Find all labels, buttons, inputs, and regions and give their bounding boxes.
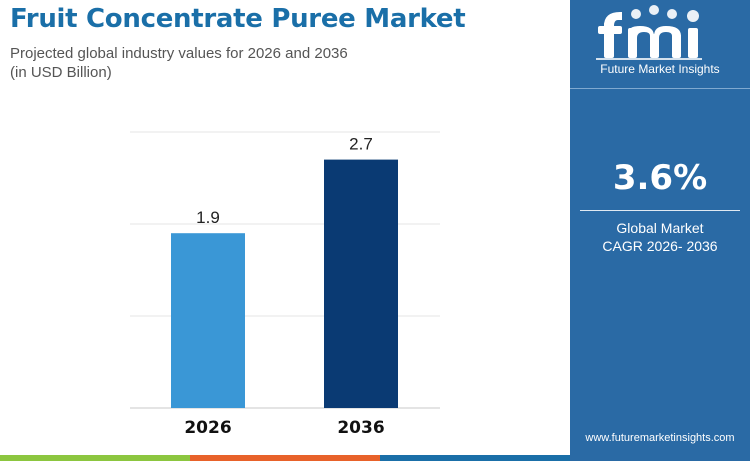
footer-bar-segment: [570, 455, 750, 461]
x-tick-label-2036: 2036: [337, 418, 384, 438]
cagr-label-line-2: CAGR 2026- 2036: [602, 238, 718, 254]
page-title: Fruit Concentrate Puree Market: [10, 4, 466, 34]
footer-bar-segment: [380, 455, 570, 461]
data-label-2036: 2.7: [349, 135, 373, 154]
logo-divider: [570, 88, 750, 89]
subtitle-line-2: (in USD Billion): [10, 64, 112, 81]
fmi-logo-icon: [596, 5, 702, 60]
logo-name: Future Market Insights: [600, 62, 720, 76]
footer-bar-segment: [190, 455, 380, 461]
page-subtitle: Projected global industry values for 202…: [10, 44, 348, 82]
fmi-logo: Future Market Insights: [570, 0, 750, 88]
subtitle-line-1: Projected global industry values for 202…: [10, 45, 348, 62]
cagr-label-line-1: Global Market: [616, 220, 704, 236]
website-link[interactable]: www.futuremarketinsights.com: [585, 432, 735, 444]
cagr-divider: [580, 210, 740, 211]
x-tick-label-2026: 2026: [184, 418, 231, 438]
sidebar-panel: Future Market Insights 3.6% Global Marke…: [570, 0, 750, 455]
cagr-value: 3.6%: [612, 158, 708, 198]
bar-chart: 1.9 2026 2.7 2036: [130, 131, 440, 438]
bar-2026: [171, 233, 245, 408]
bar-2036: [324, 159, 398, 408]
footer-color-bar: [0, 455, 750, 461]
footer-bar-segment: [0, 455, 190, 461]
data-label-2026: 1.9: [196, 208, 220, 227]
cagr-label: Global Market CAGR 2026- 2036: [570, 219, 750, 255]
chart-panel: Fruit Concentrate Puree Market Projected…: [10, 4, 466, 438]
